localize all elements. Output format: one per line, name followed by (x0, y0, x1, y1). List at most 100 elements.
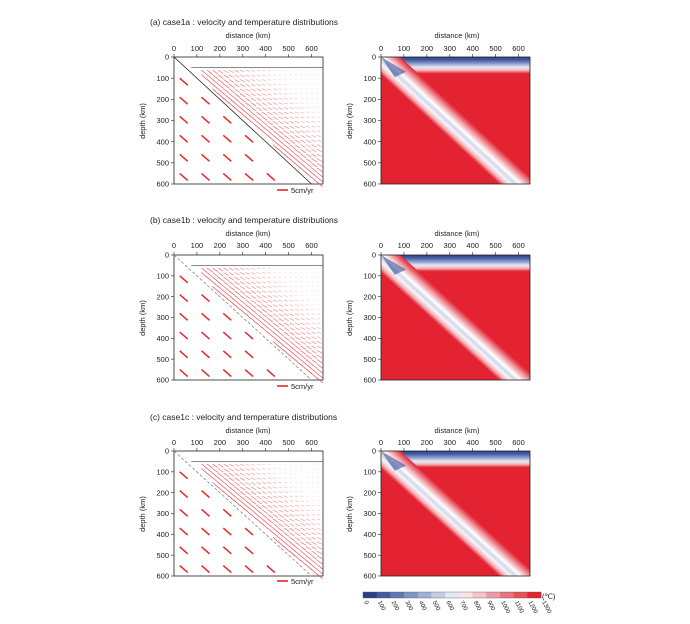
wedge-velocity-vector (278, 130, 285, 135)
y-axis-label: depth (km) (138, 300, 147, 336)
wedge-velocity-vector (300, 336, 306, 340)
wedge-velocity-vector (305, 345, 312, 350)
wedge-velocity-vector (217, 285, 224, 292)
wedge-velocity-vector (261, 121, 268, 126)
wedge-velocity-vector (316, 158, 323, 162)
slab-velocity-vector (179, 294, 189, 303)
colorbar-tick-label: 200 (390, 600, 400, 612)
slab-velocity-vector (244, 172, 254, 181)
wedge-velocity-vector (316, 116, 320, 118)
wedge-velocity-vector (305, 121, 310, 123)
wedge-velocity-vector (311, 373, 318, 379)
wedge-velocity-vector (250, 69, 255, 72)
y-tick-label: 400 (363, 137, 376, 146)
wedge-velocity-vector (283, 299, 289, 302)
wedge-velocity-vector (223, 83, 230, 89)
slab-velocity-vector (201, 134, 211, 143)
wedge-velocity-vector (278, 472, 282, 474)
wedge-velocity-vector (267, 121, 274, 126)
wedge-velocity-vector (311, 569, 318, 575)
temperature-contours (381, 255, 530, 380)
wedge-velocity-vector (250, 83, 256, 87)
wedge-velocity-vector (278, 93, 283, 95)
wedge-velocity-vector (311, 546, 317, 550)
wedge-velocity-vector (294, 295, 299, 297)
wedge-velocity-vector (311, 359, 318, 364)
wedge-velocity-vector (272, 472, 277, 475)
wedge-velocity-vector (261, 276, 266, 279)
wedge-velocity-vector (256, 121, 263, 127)
wedge-velocity-vector (245, 509, 252, 516)
wedge-velocity-vector (316, 359, 323, 364)
wedge-velocity-vector (272, 144, 279, 151)
wedge-velocity-vector (300, 354, 307, 360)
wedge-velocity-vector (289, 532, 295, 537)
case-panel: (c) case1c : velocity and temperature di… (138, 412, 531, 586)
x-tick-label: 400 (466, 241, 479, 250)
y-tick-label: 300 (363, 509, 376, 518)
y-tick-label: 300 (156, 509, 169, 518)
wedge-velocity-vector (250, 272, 256, 275)
wedge-velocity-vector (212, 74, 219, 80)
wedge-velocity-vector (300, 359, 307, 365)
wedge-velocity-vector (294, 111, 299, 114)
wedge-velocity-vector (261, 318, 268, 323)
wedge-velocity-vector (316, 368, 323, 374)
wedge-velocity-vector (289, 523, 295, 527)
wedge-velocity-vector (278, 116, 284, 120)
wedge-velocity-vector (300, 345, 306, 350)
wedge-velocity-vector (278, 149, 285, 155)
wedge-velocity-vector (272, 102, 278, 106)
case-panel: (b) case1b : velocity and temperature di… (138, 215, 531, 391)
y-tick-label: 500 (363, 551, 376, 560)
wedge-velocity-vector (217, 472, 224, 478)
wedge-velocity-vector (228, 481, 235, 487)
wedge-velocity-vector (256, 83, 261, 87)
wedge-velocity-vector (261, 495, 268, 499)
wedge-velocity-vector (212, 83, 219, 90)
wedge-velocity-vector (272, 295, 278, 298)
wedge-velocity-vector (316, 564, 323, 570)
wedge-velocity-vector (256, 304, 262, 309)
wedge-velocity-vector (272, 468, 276, 470)
wedge-velocity-vector (278, 79, 282, 81)
wedge-velocity-vector (261, 481, 267, 485)
wedge-velocity-vector (261, 500, 268, 504)
wedge-velocity-vector (206, 272, 213, 278)
slab-velocity-vector (222, 350, 232, 359)
wedge-velocity-vector (250, 285, 256, 289)
colorbar-swatch (376, 592, 391, 598)
x-tick-label: 200 (214, 44, 227, 53)
wedge-velocity-vector (245, 463, 250, 466)
wedge-velocity-vector (311, 116, 315, 118)
wedge-velocity-vector (289, 495, 294, 498)
wedge-velocity-vector (278, 345, 285, 352)
wedge-velocity-vector (311, 313, 315, 315)
wedge-velocity-vector (311, 368, 318, 374)
wedge-velocity-vector (234, 107, 241, 113)
wedge-velocity-vector (228, 495, 235, 502)
wedge-velocity-vector (239, 83, 246, 88)
wedge-velocity-vector (261, 463, 266, 466)
y-tick-label: 300 (156, 116, 169, 125)
wedge-velocity-vector (267, 88, 272, 91)
wedge-velocity-vector (250, 477, 256, 481)
x-tick-label: 600 (305, 44, 318, 53)
wedge-velocity-vector (283, 304, 289, 307)
wedge-velocity-vector (300, 111, 305, 114)
wedge-velocity-vector (278, 102, 283, 105)
wedge-velocity-vector (239, 500, 246, 506)
wedge-velocity-vector (278, 500, 284, 503)
y-tick-label: 400 (363, 530, 376, 539)
wedge-velocity-vector (206, 463, 213, 469)
wedge-velocity-vector (217, 468, 224, 473)
wedge-velocity-vector (250, 318, 257, 324)
wedge-velocity-vector (272, 111, 278, 115)
wedge-velocity-vector (256, 514, 263, 520)
wedge-velocity-vector (300, 500, 304, 502)
wedge-velocity-vector (228, 97, 235, 104)
x-tick-label: 500 (282, 438, 295, 447)
slab-velocity-vector (201, 331, 211, 340)
wedge-velocity-vector (289, 541, 296, 547)
wedge-velocity-vector (294, 532, 301, 537)
